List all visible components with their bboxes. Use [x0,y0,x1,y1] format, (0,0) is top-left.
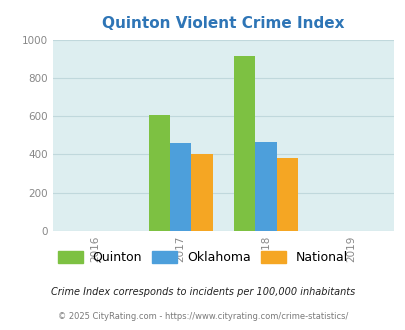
Text: © 2025 CityRating.com - https://www.cityrating.com/crime-statistics/: © 2025 CityRating.com - https://www.city… [58,312,347,321]
Text: Crime Index corresponds to incidents per 100,000 inhabitants: Crime Index corresponds to incidents per… [51,287,354,297]
Legend: Quinton, Oklahoma, National: Quinton, Oklahoma, National [53,246,352,269]
Bar [170,143,191,231]
Bar [148,115,170,231]
Bar [233,56,255,231]
Bar [255,142,276,231]
Bar [191,154,212,231]
Bar [276,158,297,231]
Title: Quinton Violent Crime Index: Quinton Violent Crime Index [102,16,344,31]
